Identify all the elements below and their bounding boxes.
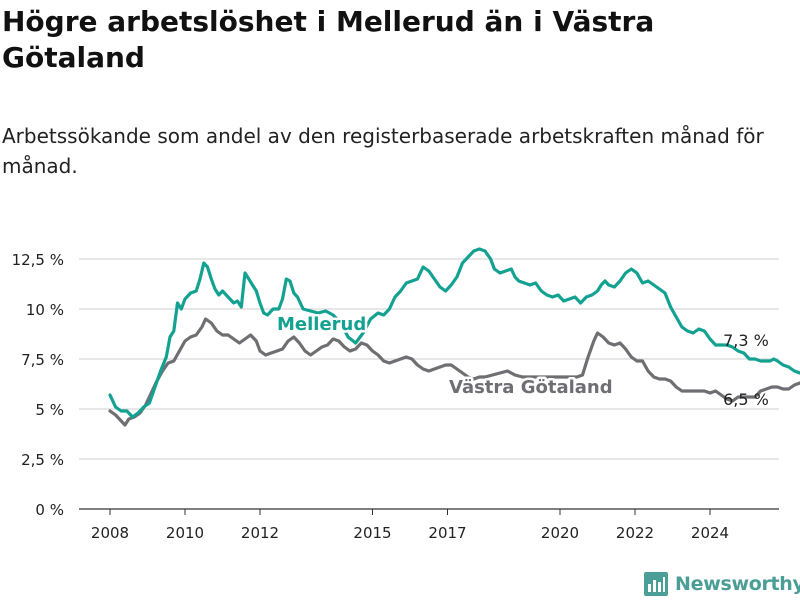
- x-tick-label: 2017: [428, 524, 466, 542]
- series-label-vastra-gotaland: Västra Götaland: [449, 377, 613, 398]
- y-tick-label: 2,5 %: [21, 451, 64, 469]
- end-label-mellerud: 7,3 %: [723, 331, 769, 350]
- x-tick-label: 2012: [241, 524, 279, 542]
- gridlines: [79, 258, 779, 510]
- x-tick-label: 2022: [616, 524, 654, 542]
- y-tick-label: 10 %: [26, 301, 64, 319]
- x-tick-label: 2010: [166, 524, 204, 542]
- x-tick-label: 2008: [91, 524, 129, 542]
- x-axis-ticks: 2008 2010 2012 2015 2017 2020 2022 2024: [91, 509, 729, 542]
- newsworthy-logo: Newsworthy: [644, 570, 800, 598]
- bar-chart-icon: [644, 572, 668, 596]
- series-line-mellerud: [108, 247, 800, 419]
- chart-subtitle: Arbetssökande som andel av den registerb…: [2, 124, 764, 178]
- y-tick-label: 12,5 %: [12, 251, 64, 269]
- y-tick-label: 5 %: [35, 401, 64, 419]
- series-label-mellerud-halo: Mellerud: [277, 314, 366, 335]
- x-tick-label: 2020: [541, 524, 579, 542]
- chart-title: Högre arbetslöshet i Mellerud än i Västr…: [2, 5, 655, 74]
- end-label-vastra-gotaland: 6,5 %: [723, 390, 769, 409]
- series-line-vastra-gotaland: [108, 317, 800, 427]
- x-tick-label: 2024: [691, 524, 729, 542]
- series-label-vastra-gotaland-halo: Västra Götaland: [449, 377, 613, 398]
- brand-name: Newsworthy: [675, 573, 800, 595]
- series-lines: [108, 247, 800, 427]
- y-axis-ticks: 0 % 2,5 % 5 % 7,5 % 10 % 12,5 %: [12, 251, 64, 519]
- y-tick-label: 0 %: [35, 501, 64, 519]
- y-tick-label: 7,5 %: [21, 351, 64, 369]
- x-tick-label: 2015: [353, 524, 391, 542]
- series-label-mellerud: Mellerud: [277, 314, 366, 335]
